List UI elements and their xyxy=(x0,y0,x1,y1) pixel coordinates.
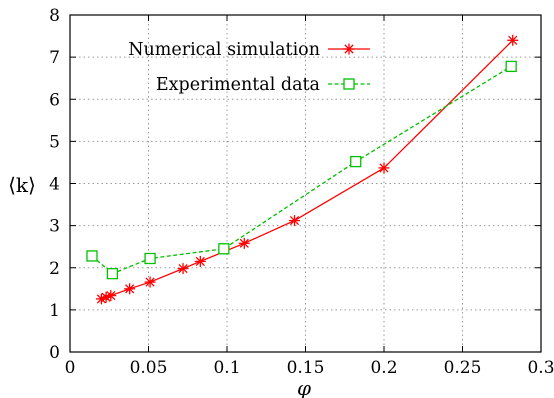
y-tick-label: 8 xyxy=(49,6,60,26)
data-point xyxy=(238,237,250,249)
data-point xyxy=(144,276,156,288)
legend-marker xyxy=(343,78,355,90)
y-tick-label: 1 xyxy=(49,301,60,321)
y-tick-label: 3 xyxy=(49,217,60,237)
x-tick-label: 0.3 xyxy=(527,358,554,378)
data-point xyxy=(378,162,390,174)
series-experimental-data xyxy=(86,60,517,280)
data-point xyxy=(289,215,301,227)
x-tick-label: 0 xyxy=(65,358,76,378)
y-tick-label: 7 xyxy=(49,48,60,68)
x-tick-label: 0.15 xyxy=(287,358,325,378)
data-point xyxy=(505,60,517,73)
data-point xyxy=(86,250,98,262)
y-tick-label: 5 xyxy=(49,132,60,152)
data-point xyxy=(124,283,136,295)
legend-marker xyxy=(343,43,355,55)
data-point xyxy=(105,290,117,302)
data-point xyxy=(507,34,519,46)
y-tick-label: 0 xyxy=(49,343,60,363)
data-point xyxy=(177,263,189,275)
x-tick-label: 0.05 xyxy=(130,358,168,378)
y-tick-label: 2 xyxy=(49,259,60,279)
legend-label: Experimental data xyxy=(156,75,320,95)
ticks: 0 0.05 0.1 0.15 0.2 0.25 0.3 0 1 2 3 4 5 6 7 8 xyxy=(49,6,554,378)
grid xyxy=(70,15,541,352)
x-tick-label: 0.1 xyxy=(213,358,240,378)
data-point xyxy=(350,155,362,168)
data-point xyxy=(194,255,206,267)
series-line xyxy=(91,65,512,275)
data-point xyxy=(106,267,119,280)
data-point xyxy=(144,252,156,265)
y-tick-label: 4 xyxy=(49,175,60,195)
y-axis-label: ⟨k⟩ xyxy=(8,173,36,197)
series-numerical-simulation xyxy=(95,34,519,305)
legend: Numerical simulation Experimental data xyxy=(128,40,370,95)
x-axis-label: φ xyxy=(297,376,311,398)
y-tick-label: 6 xyxy=(49,90,60,110)
legend-label: Numerical simulation xyxy=(128,40,320,60)
series-layer xyxy=(86,34,519,305)
data-point xyxy=(218,243,230,255)
x-tick-label: 0.25 xyxy=(444,358,482,378)
x-tick-label: 0.2 xyxy=(370,358,397,378)
